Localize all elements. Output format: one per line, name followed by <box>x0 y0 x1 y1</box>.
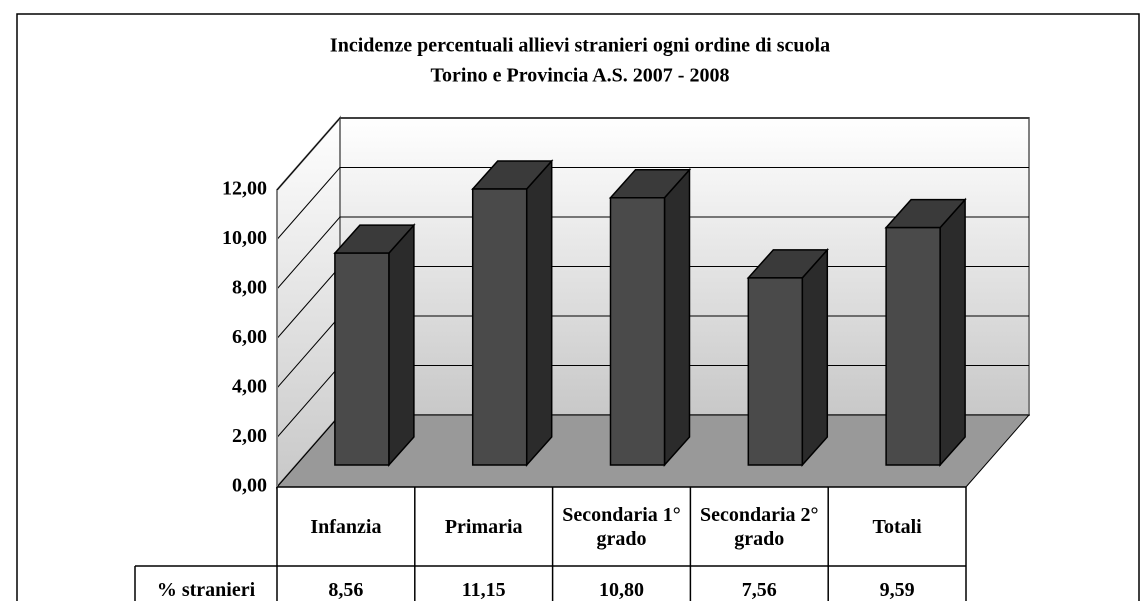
value-label: 10,80 <box>598 579 644 601</box>
legend-label: % stranieri <box>156 579 256 601</box>
bar <box>333 223 416 467</box>
value-label: 9,59 <box>879 579 915 601</box>
bar-face <box>939 197 966 467</box>
y-tick-label: 10,00 <box>222 227 267 249</box>
bar <box>608 167 692 467</box>
y-tick-label: 12,00 <box>222 178 267 200</box>
bar <box>884 197 967 467</box>
y-tick-label: 0,00 <box>232 475 267 497</box>
category-label: Secondaria 1° grado <box>562 503 681 550</box>
bar-face <box>334 252 390 466</box>
bar <box>746 247 829 467</box>
bar-face <box>747 277 804 466</box>
bar-face <box>525 159 553 467</box>
value-label: 7,56 <box>741 579 777 601</box>
y-tick-label: 8,00 <box>232 277 267 299</box>
bar <box>471 159 554 467</box>
value-label: 8,56 <box>328 579 364 601</box>
bar-face <box>663 167 691 467</box>
category-label: Totali <box>872 515 922 538</box>
category-label: Infanzia <box>310 515 382 538</box>
chart-subtitle: Torino e Provincia A.S. 2007 - 2008 <box>431 65 730 87</box>
frame <box>16 13 1140 601</box>
bar-face <box>801 247 829 467</box>
value-label: 11,15 <box>461 579 506 601</box>
y-tick-label: 2,00 <box>232 425 267 447</box>
bar-face <box>885 226 941 466</box>
category-label: Primaria <box>444 515 523 538</box>
grid-line <box>276 117 1029 191</box>
category-label: Secondaria 2° grado <box>700 503 819 550</box>
grid-line <box>276 216 1029 290</box>
grid-line <box>276 167 1029 240</box>
chart-title: Incidenze percentuali allievi stranieri … <box>330 35 830 57</box>
y-tick-label: 4,00 <box>232 376 267 398</box>
bar-face <box>609 196 666 466</box>
y-tick-label: 6,00 <box>232 326 267 348</box>
bar-face <box>388 223 415 467</box>
bar-face <box>471 188 528 466</box>
